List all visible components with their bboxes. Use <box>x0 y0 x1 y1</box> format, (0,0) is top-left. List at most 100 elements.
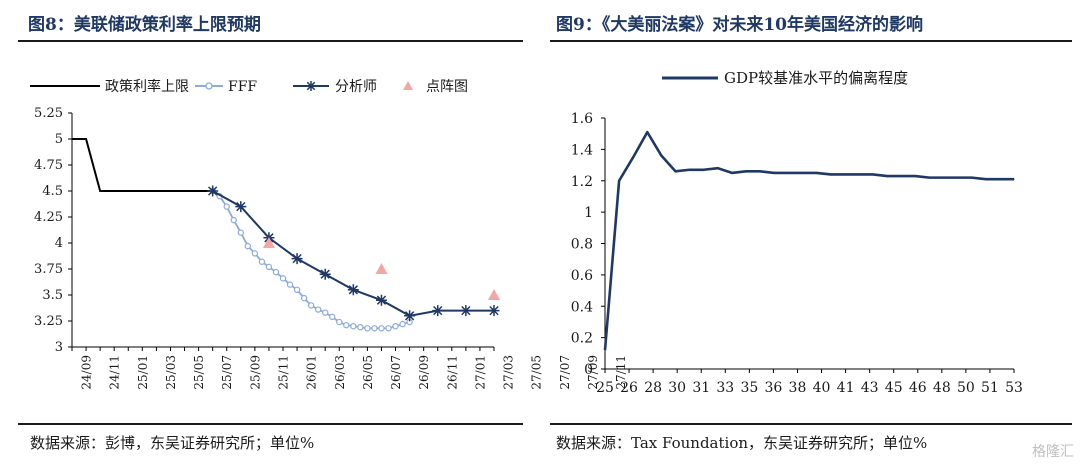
gdp-point <box>674 170 677 172</box>
fff-point <box>279 275 287 282</box>
left-x-tick-label: 25/03 <box>164 355 178 390</box>
left-x-tick-label: 25/09 <box>248 355 262 390</box>
left-x-tick-label: 26/03 <box>333 355 347 390</box>
fff-point <box>350 323 357 330</box>
fff-point <box>336 318 343 326</box>
right-bottom-rule <box>550 423 1072 425</box>
left-chart: 5.25 5 4.75 4.5 4.25 4 3.75 3.5 3.25 3 24/09 24/11 2… <box>30 78 628 390</box>
legend-marker-dot-plot <box>403 81 413 90</box>
gdp-point <box>801 172 804 174</box>
right-y-tick-label: 0.4 <box>571 299 593 315</box>
gdp-point <box>689 169 691 171</box>
left-panel: 图8：美联储政策利率上限预期 5.25 5 4.75 4.5 4.25 4 3.75 3.5 3… <box>0 0 628 468</box>
right-x-tick-label: 38 <box>789 380 807 396</box>
gdp-point <box>858 173 860 176</box>
right-x-tick-label: 45 <box>885 380 903 396</box>
fff-point <box>244 242 252 250</box>
right-chart: GDP较基准水平的偏离程度 1.6 1.4 1.2 1 0.8 0.6 0.4 0.2 025 26… <box>571 69 1023 396</box>
left-x-tick-label: 27/07 <box>558 355 572 390</box>
fff-point <box>371 325 378 332</box>
gdp-point <box>942 177 945 179</box>
gdp-point <box>971 177 973 179</box>
dot-plot-point <box>262 237 275 248</box>
analyst-point <box>291 253 303 265</box>
watermark-logo: 格隆汇 <box>1032 444 1074 460</box>
fff-point <box>385 325 392 332</box>
gdp-point <box>604 349 606 351</box>
gdp-point <box>886 175 888 177</box>
right-x-tick-label: 25 <box>596 380 614 396</box>
left-x-tick-label: 25/01 <box>136 355 150 390</box>
right-y-tick-label: 1.2 <box>571 174 593 190</box>
fff-point <box>343 321 350 329</box>
legend-label-analyst: 分析师 <box>335 79 377 95</box>
left-x-tick-label: 26/05 <box>361 355 375 390</box>
gdp-point <box>914 175 916 177</box>
fff-point <box>286 281 294 288</box>
left-x-tick-label: 27/09 <box>586 355 600 390</box>
gdp-point <box>632 156 634 158</box>
left-bottom-rule <box>18 423 523 425</box>
left-x-tick-label: 25/11 <box>277 355 291 390</box>
fff-point <box>223 203 230 210</box>
fff-point <box>230 216 237 224</box>
fff-point <box>364 325 371 332</box>
left-x-tick-label: 25/05 <box>192 355 206 390</box>
analyst-point <box>460 305 472 317</box>
right-x-tick-label: 31 <box>692 380 710 396</box>
right-x-tick-label: 43 <box>861 380 879 396</box>
right-x-tick-label: 28 <box>644 380 662 396</box>
fff-point <box>237 229 244 236</box>
fff-point <box>272 268 280 276</box>
left-x-tick-label: 27/03 <box>502 355 516 390</box>
left-y-tick-label: 3 <box>55 340 63 355</box>
right-x-tick-label: 41 <box>837 380 855 396</box>
left-x-tick-label: 26/07 <box>389 355 403 390</box>
left-y-tick-label: 3.5 <box>42 288 63 303</box>
gdp-point <box>703 169 705 171</box>
gdp-point <box>872 173 874 176</box>
fff-point <box>314 306 322 313</box>
gdp-point <box>900 175 902 177</box>
right-x-tick-label: 30 <box>668 380 686 396</box>
left-top-rule <box>18 40 523 42</box>
analyst-point <box>375 294 387 306</box>
gdp-point <box>815 172 818 174</box>
left-y-tick-label: 5.25 <box>34 106 63 121</box>
right-x-tick-label: 48 <box>933 380 951 396</box>
left-y-tick-label: 3.75 <box>34 262 63 277</box>
gdp-point <box>618 180 620 182</box>
fff-point <box>251 250 259 257</box>
right-y-tick-label: 1.6 <box>571 111 593 127</box>
right-y-tick-label: 1.4 <box>571 142 593 158</box>
gdp-point <box>956 177 959 179</box>
gdp-point <box>985 178 987 180</box>
analyst-point <box>347 284 359 296</box>
right-x-tick-label: 40 <box>813 380 831 396</box>
fff-point <box>300 294 308 302</box>
right-top-rule <box>550 40 1072 42</box>
gdp-point <box>773 172 775 174</box>
gdp-point <box>731 172 733 174</box>
analyst-point <box>235 201 247 213</box>
fff-point <box>329 313 336 321</box>
left-x-tick-label: 26/09 <box>417 355 431 390</box>
dot-plot-point <box>488 289 500 300</box>
left-y-tick-label: 4 <box>55 236 63 251</box>
legend-label-policy-rate: 政策利率上限 <box>105 78 189 95</box>
fff-point <box>293 286 301 293</box>
right-x-tick-label: 35 <box>740 380 758 396</box>
fff-point <box>258 258 266 265</box>
fff-point <box>265 263 273 271</box>
right-x-tick-label: 26 <box>620 380 638 396</box>
left-figure-title: 图8：美联储政策利率上限预期 <box>28 15 261 35</box>
analyst-point <box>207 185 219 197</box>
dot-plot-point <box>375 263 388 274</box>
right-y-tick-label: 0.2 <box>571 331 593 347</box>
left-y-tick-label: 4.75 <box>34 158 63 173</box>
gdp-point <box>646 131 648 133</box>
series-line-policy-rate <box>72 138 213 192</box>
left-source: 数据来源：彭博，东吴证券研究所；单位% <box>30 434 315 452</box>
gdp-point <box>787 172 789 174</box>
gdp-point <box>745 170 747 172</box>
